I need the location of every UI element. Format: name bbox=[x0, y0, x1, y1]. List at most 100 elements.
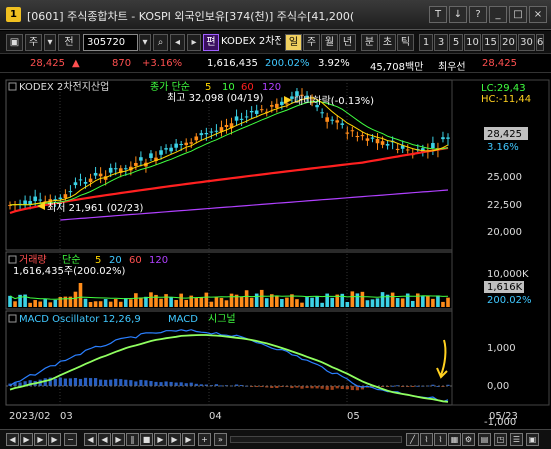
period-tick-button[interactable]: 틱 bbox=[397, 34, 414, 51]
close-button[interactable]: × bbox=[529, 6, 547, 23]
oscillator-bar bbox=[436, 385, 440, 387]
oscillator-bar bbox=[129, 380, 133, 386]
pause-icon[interactable]: ‖ bbox=[126, 433, 139, 446]
scroll-right-icon[interactable]: ▶ bbox=[20, 433, 33, 446]
minimize-button[interactable]: _ bbox=[489, 6, 507, 23]
tool-3-icon[interactable]: ⌇ bbox=[434, 433, 447, 446]
interval-3-button[interactable]: 3 bbox=[434, 34, 448, 51]
toggle-tools-button[interactable]: T bbox=[429, 6, 447, 23]
macd-y-tick-neg1000: -1,000 bbox=[484, 417, 516, 428]
volume-bar bbox=[375, 298, 380, 307]
ma60-line bbox=[9, 146, 449, 215]
volume-bar bbox=[421, 296, 425, 307]
period-year-button[interactable]: 년 bbox=[339, 34, 356, 51]
chart-area[interactable]: KODEX 2차전지산업 종가 단순 5 10 60 120 최고 32,098… bbox=[0, 75, 551, 431]
maximize-button[interactable]: □ bbox=[509, 6, 527, 23]
volume-bar bbox=[123, 298, 128, 307]
chart-toolbar: ▣ 주 ▾ 전 305720 ▾ ⌕ ◂ ▸ 편 KODEX 2차전 일 주 월… bbox=[0, 31, 551, 54]
volume-bar bbox=[280, 298, 284, 307]
volume-bar bbox=[194, 297, 199, 307]
market-dropdown-icon[interactable]: ▾ bbox=[44, 34, 56, 51]
chart-canvas[interactable]: KODEX 2차전지산업 종가 단순 5 10 60 120 최고 32,098… bbox=[0, 75, 551, 431]
volume-bar bbox=[118, 301, 123, 307]
volume-bar bbox=[63, 296, 68, 307]
volume-bar bbox=[38, 301, 43, 307]
edit-icon[interactable]: 편 bbox=[203, 34, 219, 51]
interval-15-button[interactable]: 15 bbox=[482, 34, 499, 51]
scroll-track[interactable] bbox=[230, 436, 402, 443]
volume-bar bbox=[275, 295, 279, 307]
low-marker-icon bbox=[37, 202, 45, 210]
tool-1-icon[interactable]: ╱ bbox=[406, 433, 419, 446]
stop-icon[interactable]: ■ bbox=[140, 433, 153, 446]
volume-legend-name: 거래량 bbox=[19, 254, 47, 266]
x-tick-04: 04 bbox=[209, 411, 222, 422]
oscillator-bar bbox=[23, 381, 27, 386]
period-minute-button[interactable]: 분 bbox=[361, 34, 378, 51]
chart-menu-icon[interactable]: ▣ bbox=[6, 34, 23, 51]
candle-body bbox=[385, 144, 390, 146]
scroll-next-icon[interactable]: ▶ bbox=[34, 433, 47, 446]
market-type-button[interactable]: 주 bbox=[25, 34, 42, 51]
legend-checkbox-icon[interactable] bbox=[8, 82, 17, 91]
help-button[interactable]: ? bbox=[469, 6, 487, 23]
volume-bar bbox=[310, 297, 314, 307]
interval-1-button[interactable]: 1 bbox=[419, 34, 433, 51]
search-icon[interactable]: ⌕ bbox=[153, 34, 168, 51]
interval-10-button[interactable]: 10 bbox=[464, 34, 481, 51]
interval-5-button[interactable]: 5 bbox=[449, 34, 463, 51]
all-market-button[interactable]: 전 bbox=[58, 34, 80, 51]
tool-7-icon[interactable]: ◳ bbox=[494, 433, 507, 446]
code-dropdown-icon[interactable]: ▾ bbox=[139, 34, 151, 51]
prev-stock-icon[interactable]: ▸ bbox=[187, 34, 201, 51]
tool-4-icon[interactable]: ▦ bbox=[448, 433, 461, 446]
oscillator-bar bbox=[411, 386, 415, 387]
candle-body bbox=[285, 103, 289, 105]
skip-forward-icon[interactable]: ▶ bbox=[168, 433, 181, 446]
interval-20-button[interactable]: 20 bbox=[500, 34, 517, 51]
sound-icon[interactable]: ◂ bbox=[170, 34, 185, 51]
candle-body bbox=[229, 123, 234, 129]
page-forward-icon[interactable]: ▶ bbox=[154, 433, 167, 446]
tool-2-icon[interactable]: ⌇ bbox=[420, 433, 433, 446]
period-week-button[interactable]: 주 bbox=[303, 34, 320, 51]
volume-bar bbox=[139, 297, 143, 307]
candle-body bbox=[28, 201, 32, 205]
macd-legend-checkbox-icon[interactable] bbox=[8, 314, 17, 323]
tool-6-icon[interactable]: ▤ bbox=[478, 433, 491, 446]
oscillator-bar bbox=[396, 385, 400, 387]
scroll-end-icon[interactable]: ▶ bbox=[48, 433, 61, 446]
period-day-button[interactable]: 일 bbox=[285, 34, 302, 51]
zoom-out-icon[interactable]: − bbox=[64, 433, 77, 446]
oscillator-bar bbox=[239, 385, 244, 387]
dock-button[interactable]: ↓ bbox=[449, 6, 467, 23]
oscillator-bar bbox=[139, 379, 143, 386]
volume-bar bbox=[184, 299, 189, 307]
volume-legend-checkbox-icon[interactable] bbox=[8, 255, 17, 264]
oscillator-bar bbox=[335, 386, 339, 389]
scroll-left-icon[interactable]: ◀ bbox=[6, 433, 19, 446]
volume-legend-ma120: 120 bbox=[149, 255, 168, 266]
volume-bar bbox=[68, 296, 73, 307]
best-quote-label: 최우선 bbox=[438, 62, 466, 73]
oscillator-bar bbox=[265, 386, 269, 388]
period-month-button[interactable]: 월 bbox=[321, 34, 338, 51]
tool-8-icon[interactable]: ☰ bbox=[510, 433, 523, 446]
macd-legend-signal: 시그널 bbox=[208, 313, 236, 325]
skip-back-icon[interactable]: ◀ bbox=[84, 433, 97, 446]
stock-code-input[interactable]: 305720 bbox=[83, 34, 138, 51]
oscillator-bar bbox=[446, 384, 450, 386]
volume-bar bbox=[78, 283, 83, 307]
fast-forward-icon[interactable]: » bbox=[214, 433, 227, 446]
zoom-in-icon[interactable]: + bbox=[198, 433, 211, 446]
page-back-icon[interactable]: ◀ bbox=[98, 433, 111, 446]
price-legend-ma60: 60 bbox=[241, 82, 254, 93]
tool-9-icon[interactable]: ▣ bbox=[526, 433, 539, 446]
volume-bar bbox=[244, 290, 249, 307]
interval-30-button[interactable]: 30 bbox=[518, 34, 535, 51]
interval-60-button[interactable]: 60 bbox=[536, 34, 544, 51]
forward-end-icon[interactable]: ▶ bbox=[182, 433, 195, 446]
play-icon[interactable]: ▶ bbox=[112, 433, 125, 446]
period-second-button[interactable]: 초 bbox=[379, 34, 396, 51]
tool-5-icon[interactable]: ⚙ bbox=[462, 433, 475, 446]
